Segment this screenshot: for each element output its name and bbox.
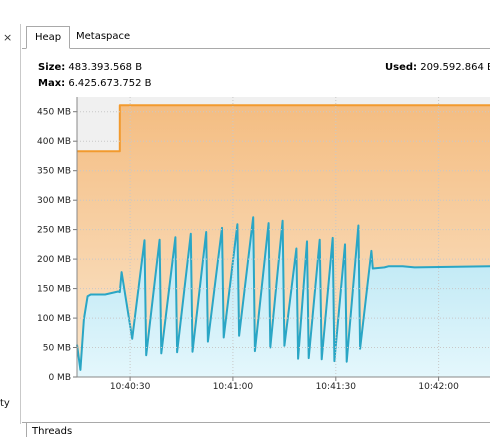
- used-stat: Used: 209.592.864 B: [385, 60, 490, 76]
- used-value: 209.592.864 B: [420, 62, 490, 73]
- x-tick-label: 10:42:00: [418, 382, 459, 392]
- tab-metaspace[interactable]: Metaspace: [76, 31, 131, 42]
- y-tick-label: 250 MB: [37, 226, 71, 236]
- max-value: 6.425.673.752 B: [68, 78, 152, 89]
- tab-threads[interactable]: Threads: [32, 426, 73, 437]
- y-tick-label: 50 MB: [43, 344, 71, 354]
- y-tick-label: 300 MB: [37, 196, 71, 206]
- series-line-used: [76, 216, 490, 371]
- bottom-panel: Threads: [22, 422, 490, 437]
- close-icon[interactable]: ×: [3, 31, 13, 44]
- size-value: 483.393.568 B: [68, 62, 143, 73]
- chart-series: [76, 104, 490, 378]
- y-tick-label: 200 MB: [37, 255, 71, 265]
- x-tick-label: 10:41:30: [316, 382, 357, 392]
- y-tick-label: 350 MB: [37, 167, 71, 177]
- max-label: Max:: [38, 78, 66, 89]
- y-tick-label: 150 MB: [37, 285, 71, 295]
- monitor-tabbar: Heap Metaspace: [22, 26, 490, 49]
- panel-divider: [26, 423, 27, 437]
- y-tick-label: 450 MB: [37, 108, 71, 118]
- chart-axes: 0 MB 50 MB 100 MB 150 MB 200 MB 250 MB 300 MB 3…: [37, 97, 490, 392]
- size-stat: Size: 483.393.568 B: [38, 60, 142, 76]
- y-tick-label: 0 MB: [48, 373, 71, 383]
- x-tick-label: 10:41:00: [213, 382, 254, 392]
- left-panel-label: ty: [0, 398, 10, 409]
- size-label: Size:: [38, 62, 66, 73]
- series-line-size: [77, 104, 490, 153]
- max-stat: Max: 6.425.673.752 B: [38, 76, 152, 92]
- y-tick-label: 100 MB: [37, 314, 71, 324]
- y-tick-label: 400 MB: [37, 137, 71, 147]
- used-label: Used:: [385, 62, 418, 73]
- x-tick-label: 10:40:30: [110, 382, 151, 392]
- tab-heap[interactable]: Heap: [26, 26, 71, 49]
- panel-divider: [20, 24, 21, 424]
- left-panel: × ty: [0, 0, 22, 436]
